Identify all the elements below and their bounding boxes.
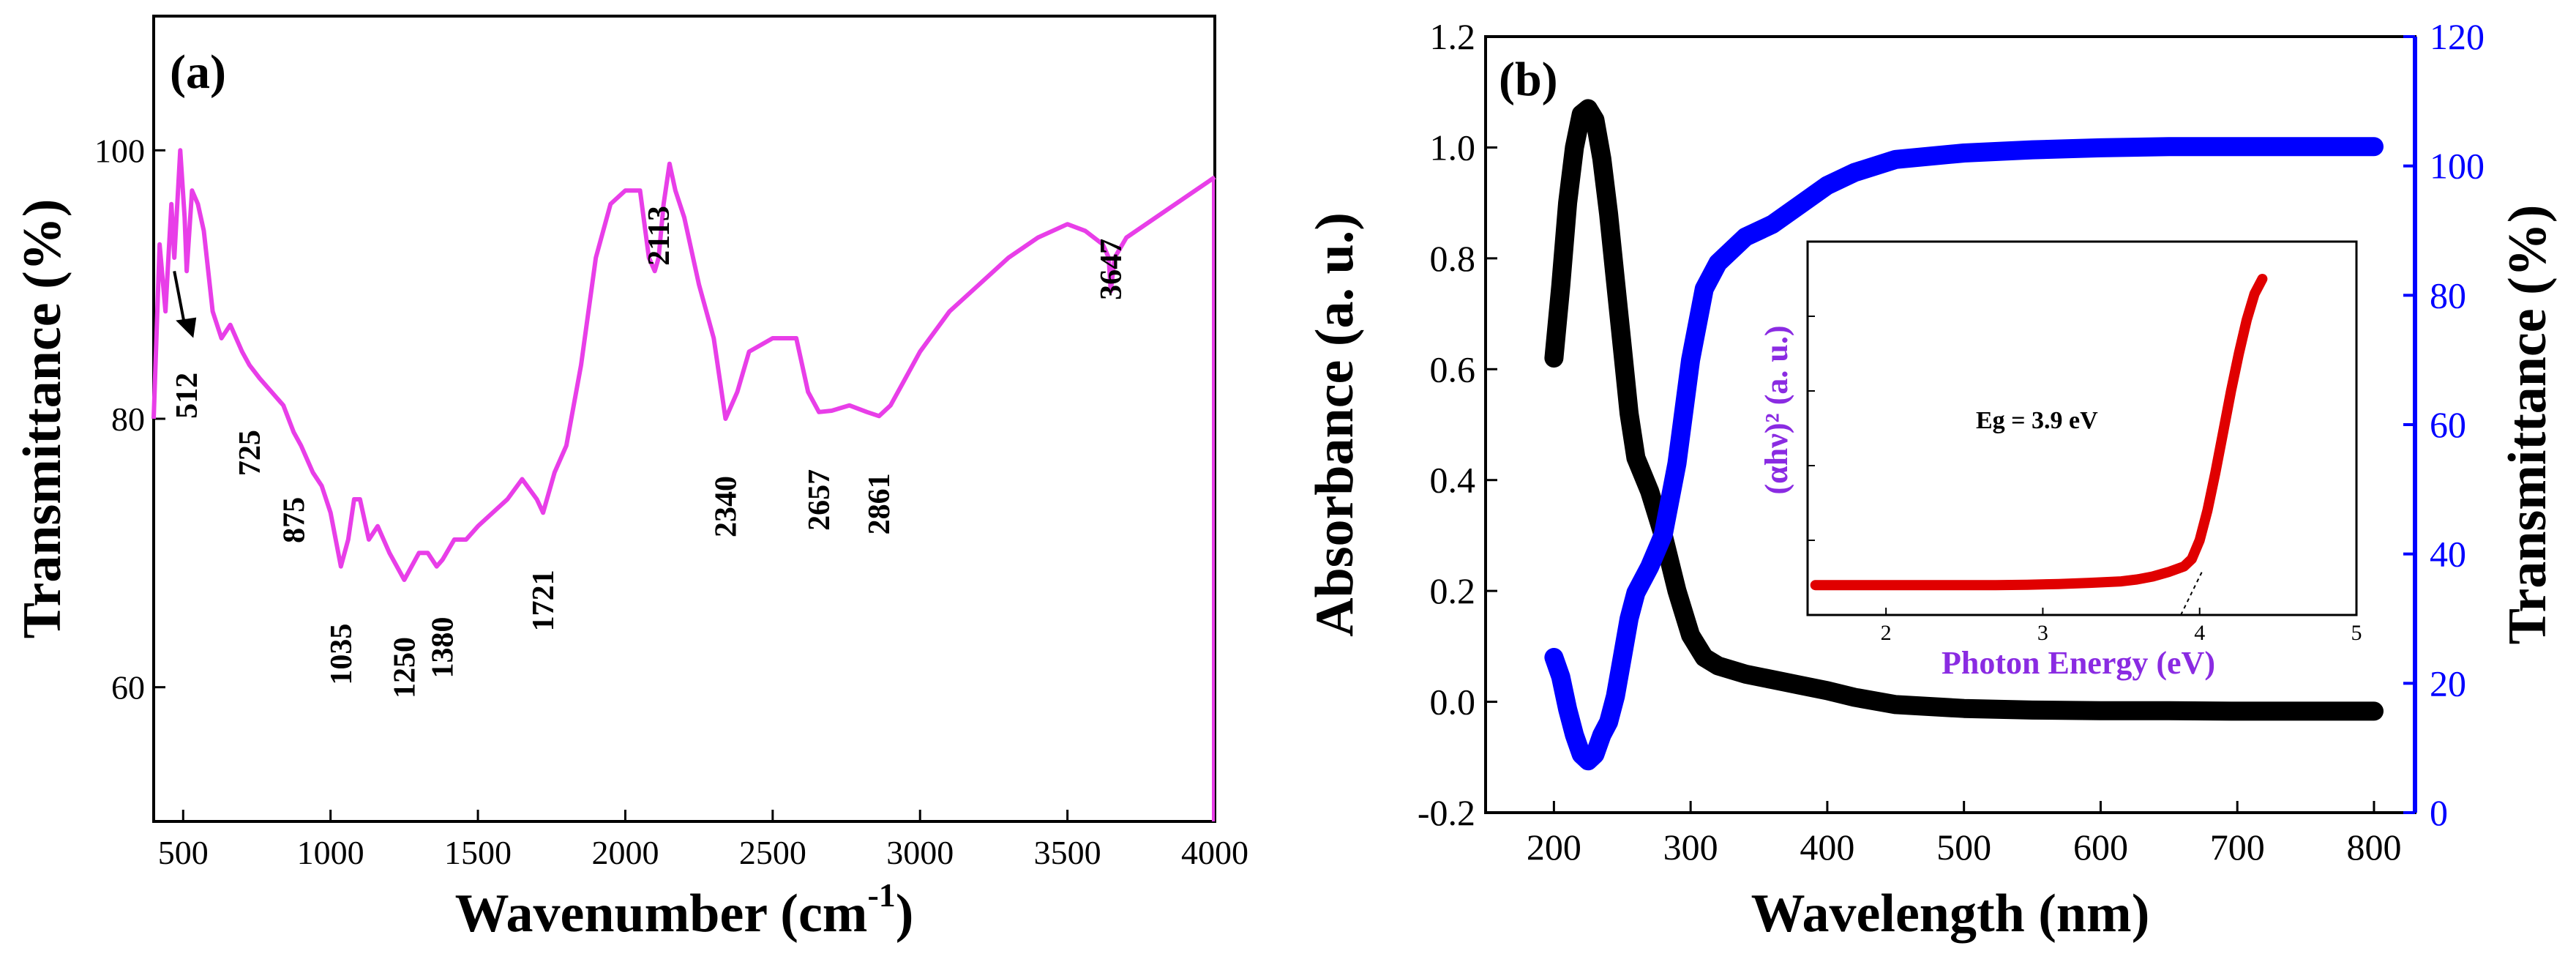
inset-x-tick-label: 3	[2037, 621, 2048, 645]
panel-a-peak-label: 2113	[643, 206, 676, 266]
panel-b-transmittance-line	[1544, 137, 2384, 771]
panel-b-inset: Photon Energy (eV) (αhν)² (a. u.) Eg = 3…	[1759, 240, 2362, 681]
panel-b-y-tick-label: 0.4	[1430, 460, 1476, 501]
panel-a-x-axis-label-close: )	[896, 884, 914, 944]
panel-b-y-tick-label: 0.2	[1430, 570, 1476, 611]
panel-b-x-tick-label: 800	[2346, 827, 2401, 868]
panel-a-x-tick-label: 3000	[886, 834, 954, 871]
panel-a-label: (a)	[170, 45, 226, 99]
inset-frame	[1806, 240, 2358, 616]
panel-a-x-axis-label: Wavenumber (cm-1)	[455, 876, 914, 944]
panel-b-x-tick-label: 500	[1936, 827, 1991, 868]
panel-b: (b) Absorbance (a. u.) Transmittance (%)…	[1305, 16, 2558, 944]
panel-a-peak-label: 1721	[527, 570, 561, 631]
inset-x-tick-label: 4	[2194, 621, 2205, 645]
panel-a-peak-label: 725	[233, 430, 267, 476]
inset-tangent-line	[2180, 570, 2204, 616]
panel-a-arrow-shaft	[173, 270, 187, 326]
panel-b-y2-tick-label: 20	[2430, 663, 2466, 704]
panel-a-x-tick-label: 500	[158, 834, 209, 871]
panel-a-y-tick-label: 60	[111, 669, 145, 706]
panel-a-y-tick-label: 80	[111, 400, 145, 438]
panel-a-frame	[152, 15, 1216, 823]
panel-b-y-tick-label: -0.2	[1418, 792, 1475, 833]
panel-a-peak-label: 2657	[803, 469, 836, 531]
panel-a-x-tick-label: 4000	[1181, 834, 1248, 871]
panel-b-y-tick-label: 0.6	[1430, 348, 1476, 389]
panel-b-y-tick-label: 0.8	[1430, 238, 1476, 279]
panel-a-peak-label: 1250	[388, 637, 422, 698]
panel-b-y2-axis-label: Transmittance (%)	[2498, 205, 2558, 645]
panel-a-arrow-head	[176, 317, 197, 338]
panel-a-peak-label: 2861	[863, 473, 896, 534]
panel-b-y-axis-label: Absorbance (a. u.)	[1305, 212, 1365, 637]
panel-a-y-axis-label: Transmittance (%)	[12, 199, 72, 639]
panel-b-x-tick-label: 300	[1663, 827, 1718, 868]
panel-a-x-axis-label-main: Wavenumber (cm	[455, 884, 868, 944]
panel-a-annotations: 512 725 875 1035 1250 1380 1721 2113 2340 2657 286…	[171, 206, 1128, 698]
panel-a-series	[151, 148, 1216, 821]
inset-annotation-eg: Eg = 3.9 eV	[1976, 407, 2098, 434]
panel-b-x-tick-label: 200	[1527, 827, 1581, 868]
inset-tauc-curve	[1810, 274, 2268, 591]
panel-b-x-tick-label: 600	[2073, 827, 2128, 868]
panel-b-x-axis-label: Wavelength (nm)	[1751, 884, 2150, 944]
panel-b-label: (b)	[1499, 53, 1558, 106]
inset-ticks: 2 3 4 5	[1808, 316, 2362, 645]
panel-a-peak-label: 512	[171, 373, 204, 419]
panel-b-y-tick-label: 0.0	[1430, 682, 1476, 723]
panel-b-absorbance-line	[1544, 99, 2384, 721]
inset-x-tick-label: 5	[2351, 621, 2362, 645]
panel-a-peak-label: 2340	[709, 476, 743, 537]
panel-b-y2-tick-label: 100	[2430, 146, 2485, 187]
panel-b-x-tick-label: 700	[2210, 827, 2265, 868]
panel-b-series	[1544, 99, 2384, 771]
panel-a-x-tick-label: 2000	[591, 834, 659, 871]
panel-b-y-tick-label: 1.2	[1430, 16, 1476, 57]
panel-b-y-tick-label: 1.0	[1430, 127, 1476, 168]
panel-b-y2-tick-label: 80	[2430, 275, 2466, 316]
panel-b-y2-tick-label: 120	[2430, 16, 2485, 57]
panel-a-ftir-line	[151, 148, 1216, 582]
panel-a-x-tick-label: 1000	[297, 834, 364, 871]
panel-a-peak-label: 1380	[427, 617, 460, 679]
panel-a: (a) Transmittance (%) Wavenumber (cm-1) …	[12, 15, 1248, 944]
panel-b-y2-tick-label: 40	[2430, 534, 2466, 575]
panel-a-x-tick-label: 2500	[739, 834, 806, 871]
panel-a-x-axis-label-sup: -1	[867, 876, 895, 914]
panel-b-y2-tick-label: 60	[2430, 404, 2466, 445]
panel-a-x-tick-label: 3500	[1034, 834, 1101, 871]
panel-a-peak-label: 3647	[1095, 239, 1128, 300]
inset-x-tick-label: 2	[1881, 621, 1892, 645]
panel-b-ticks: 200 300 400 500 600 700 800-0.20.00.20.40.60.8…	[1418, 16, 2485, 868]
panel-a-peak-label: 1035	[325, 624, 359, 685]
panel-b-y2-tick-label: 0	[2430, 792, 2448, 833]
inset-x-axis-label: Photon Energy (eV)	[1942, 645, 2215, 681]
panel-a-ticks: 500 1000 1500 2000 2500 3000 3500 4000 60 80 100	[94, 132, 1248, 871]
panel-a-x-tick-label: 1500	[444, 834, 512, 871]
panel-a-peak-label: 875	[277, 497, 311, 543]
panel-b-x-tick-label: 400	[1800, 827, 1854, 868]
inset-series	[1810, 274, 2268, 616]
inset-y-axis-label: (αhν)² (a. u.)	[1759, 326, 1794, 495]
panel-a-y-tick-label: 100	[94, 132, 145, 169]
